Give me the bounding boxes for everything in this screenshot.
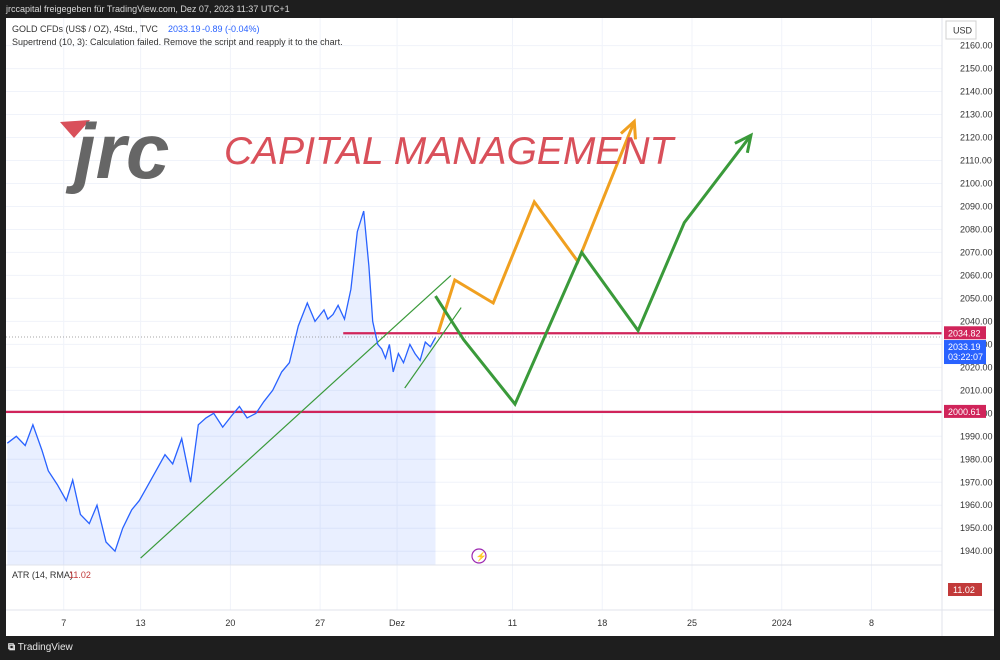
x-tick-label: 25 <box>687 618 697 628</box>
current-price-label: 2033.19 <box>948 342 981 352</box>
green-projection[interactable] <box>434 134 753 407</box>
orange-arrowhead <box>619 118 637 140</box>
x-tick-label: 18 <box>597 618 607 628</box>
publisher-text: jrccapital freigegeben für TradingView.c… <box>6 4 290 14</box>
resistance-price-label-bg <box>944 326 986 340</box>
current-price-bg <box>944 340 986 365</box>
logo-text: CAPITAL MANAGEMENT <box>224 130 676 173</box>
x-tick-label: 2024 <box>772 618 792 628</box>
x-tick-label: 13 <box>136 618 146 628</box>
chart-panel[interactable]: 1940.00 1950.00 1960.00 1970.00 1980.00 1990.… <box>6 18 994 636</box>
y-tick-label: 2120.00 <box>960 133 993 143</box>
y-tick-label: 2150.00 <box>960 64 993 74</box>
legend-symbol: GOLD CFDs (US$ / OZ), 4Std., TVC <box>12 24 158 34</box>
tradingview-logo-icon[interactable]: ⧉ <box>8 642 16 653</box>
lightning-icon[interactable] <box>471 548 487 564</box>
chart-svg[interactable]: 1940.00 1950.00 1960.00 1970.00 1980.00 1990.… <box>6 18 994 636</box>
support-price-label-bg <box>944 404 986 418</box>
x-tick-label: Dez <box>389 618 406 628</box>
y-tick-label: 1990.00 <box>960 431 993 441</box>
bottom-bar: ⧉ TradingView <box>0 636 1000 660</box>
y-tick-label: 1950.00 <box>960 523 993 533</box>
support-price-label: 2000.61 <box>948 407 981 417</box>
y-tick-label: 2010.00 <box>960 385 993 395</box>
atr-value: 11.02 <box>69 570 91 580</box>
countdown-label: 03:22:07 <box>948 352 983 362</box>
atr-label: ATR (14, RMA) <box>12 570 73 580</box>
jrc-logo: jrc CAPITAL MANAGEMENT <box>60 107 676 195</box>
y-tick-label: 1960.00 <box>960 500 993 510</box>
y-tick-label: 2020.00 <box>960 362 993 372</box>
y-tick-label: 2140.00 <box>960 87 993 97</box>
logo-red-triangle <box>60 120 90 138</box>
x-tick-label: 27 <box>315 618 325 628</box>
y-tick-label: 2060.00 <box>960 270 993 280</box>
legend-change: -0.89 (-0.04%) <box>202 24 260 34</box>
y-tick-label: 2090.00 <box>960 201 993 211</box>
y-tick-label: 2080.00 <box>960 224 993 234</box>
currency-badge[interactable] <box>945 20 977 40</box>
y-tick-label: 1980.00 <box>960 454 993 464</box>
atr-axis-label: 11.02 <box>953 585 975 595</box>
y-tick-label: 2050.00 <box>960 293 993 303</box>
y-tick-label: 2040.00 <box>960 316 993 326</box>
logo-mark: jrc <box>65 107 169 195</box>
resistance-price-label: 2034.82 <box>948 328 981 338</box>
legend-indicator: Supertrend (10, 3): Calculation failed. … <box>12 37 343 47</box>
y-tick-label: 2100.00 <box>960 178 993 188</box>
x-tick-label: 8 <box>869 618 874 628</box>
y-tick-label: 1940.00 <box>960 546 993 556</box>
trendline[interactable] <box>140 274 452 559</box>
y-tick-label: 2160.00 <box>960 41 993 51</box>
price-area <box>7 211 436 565</box>
price-line[interactable] <box>6 210 437 553</box>
atr-axis-bg <box>948 583 982 596</box>
orange-projection[interactable] <box>436 120 636 334</box>
y-tick-label: 2070.00 <box>960 247 993 257</box>
grid <box>6 18 942 610</box>
y-tick-label: 2110.00 <box>960 155 992 165</box>
legend-last: 2033.19 <box>168 24 201 34</box>
currency-label: USD <box>953 26 973 36</box>
y-tick-label: 1970.00 <box>960 477 993 487</box>
y-tick-label: 2130.00 <box>960 110 993 120</box>
x-tick-label: 11 <box>508 618 517 628</box>
lightning-glyph: ⚡ <box>476 551 487 563</box>
green-arrowhead <box>734 132 754 154</box>
x-tick-label: 7 <box>61 618 66 628</box>
tradingview-brand: TradingView <box>17 642 73 653</box>
axis-layer: 1940.00 1950.00 1960.00 1970.00 1980.00 1990.… <box>61 41 992 628</box>
lines-layer <box>6 118 942 559</box>
area-layer <box>7 211 436 565</box>
x-tick-label: 20 <box>225 618 235 628</box>
top-bar: jrccapital freigegeben für TradingView.c… <box>0 0 1000 18</box>
